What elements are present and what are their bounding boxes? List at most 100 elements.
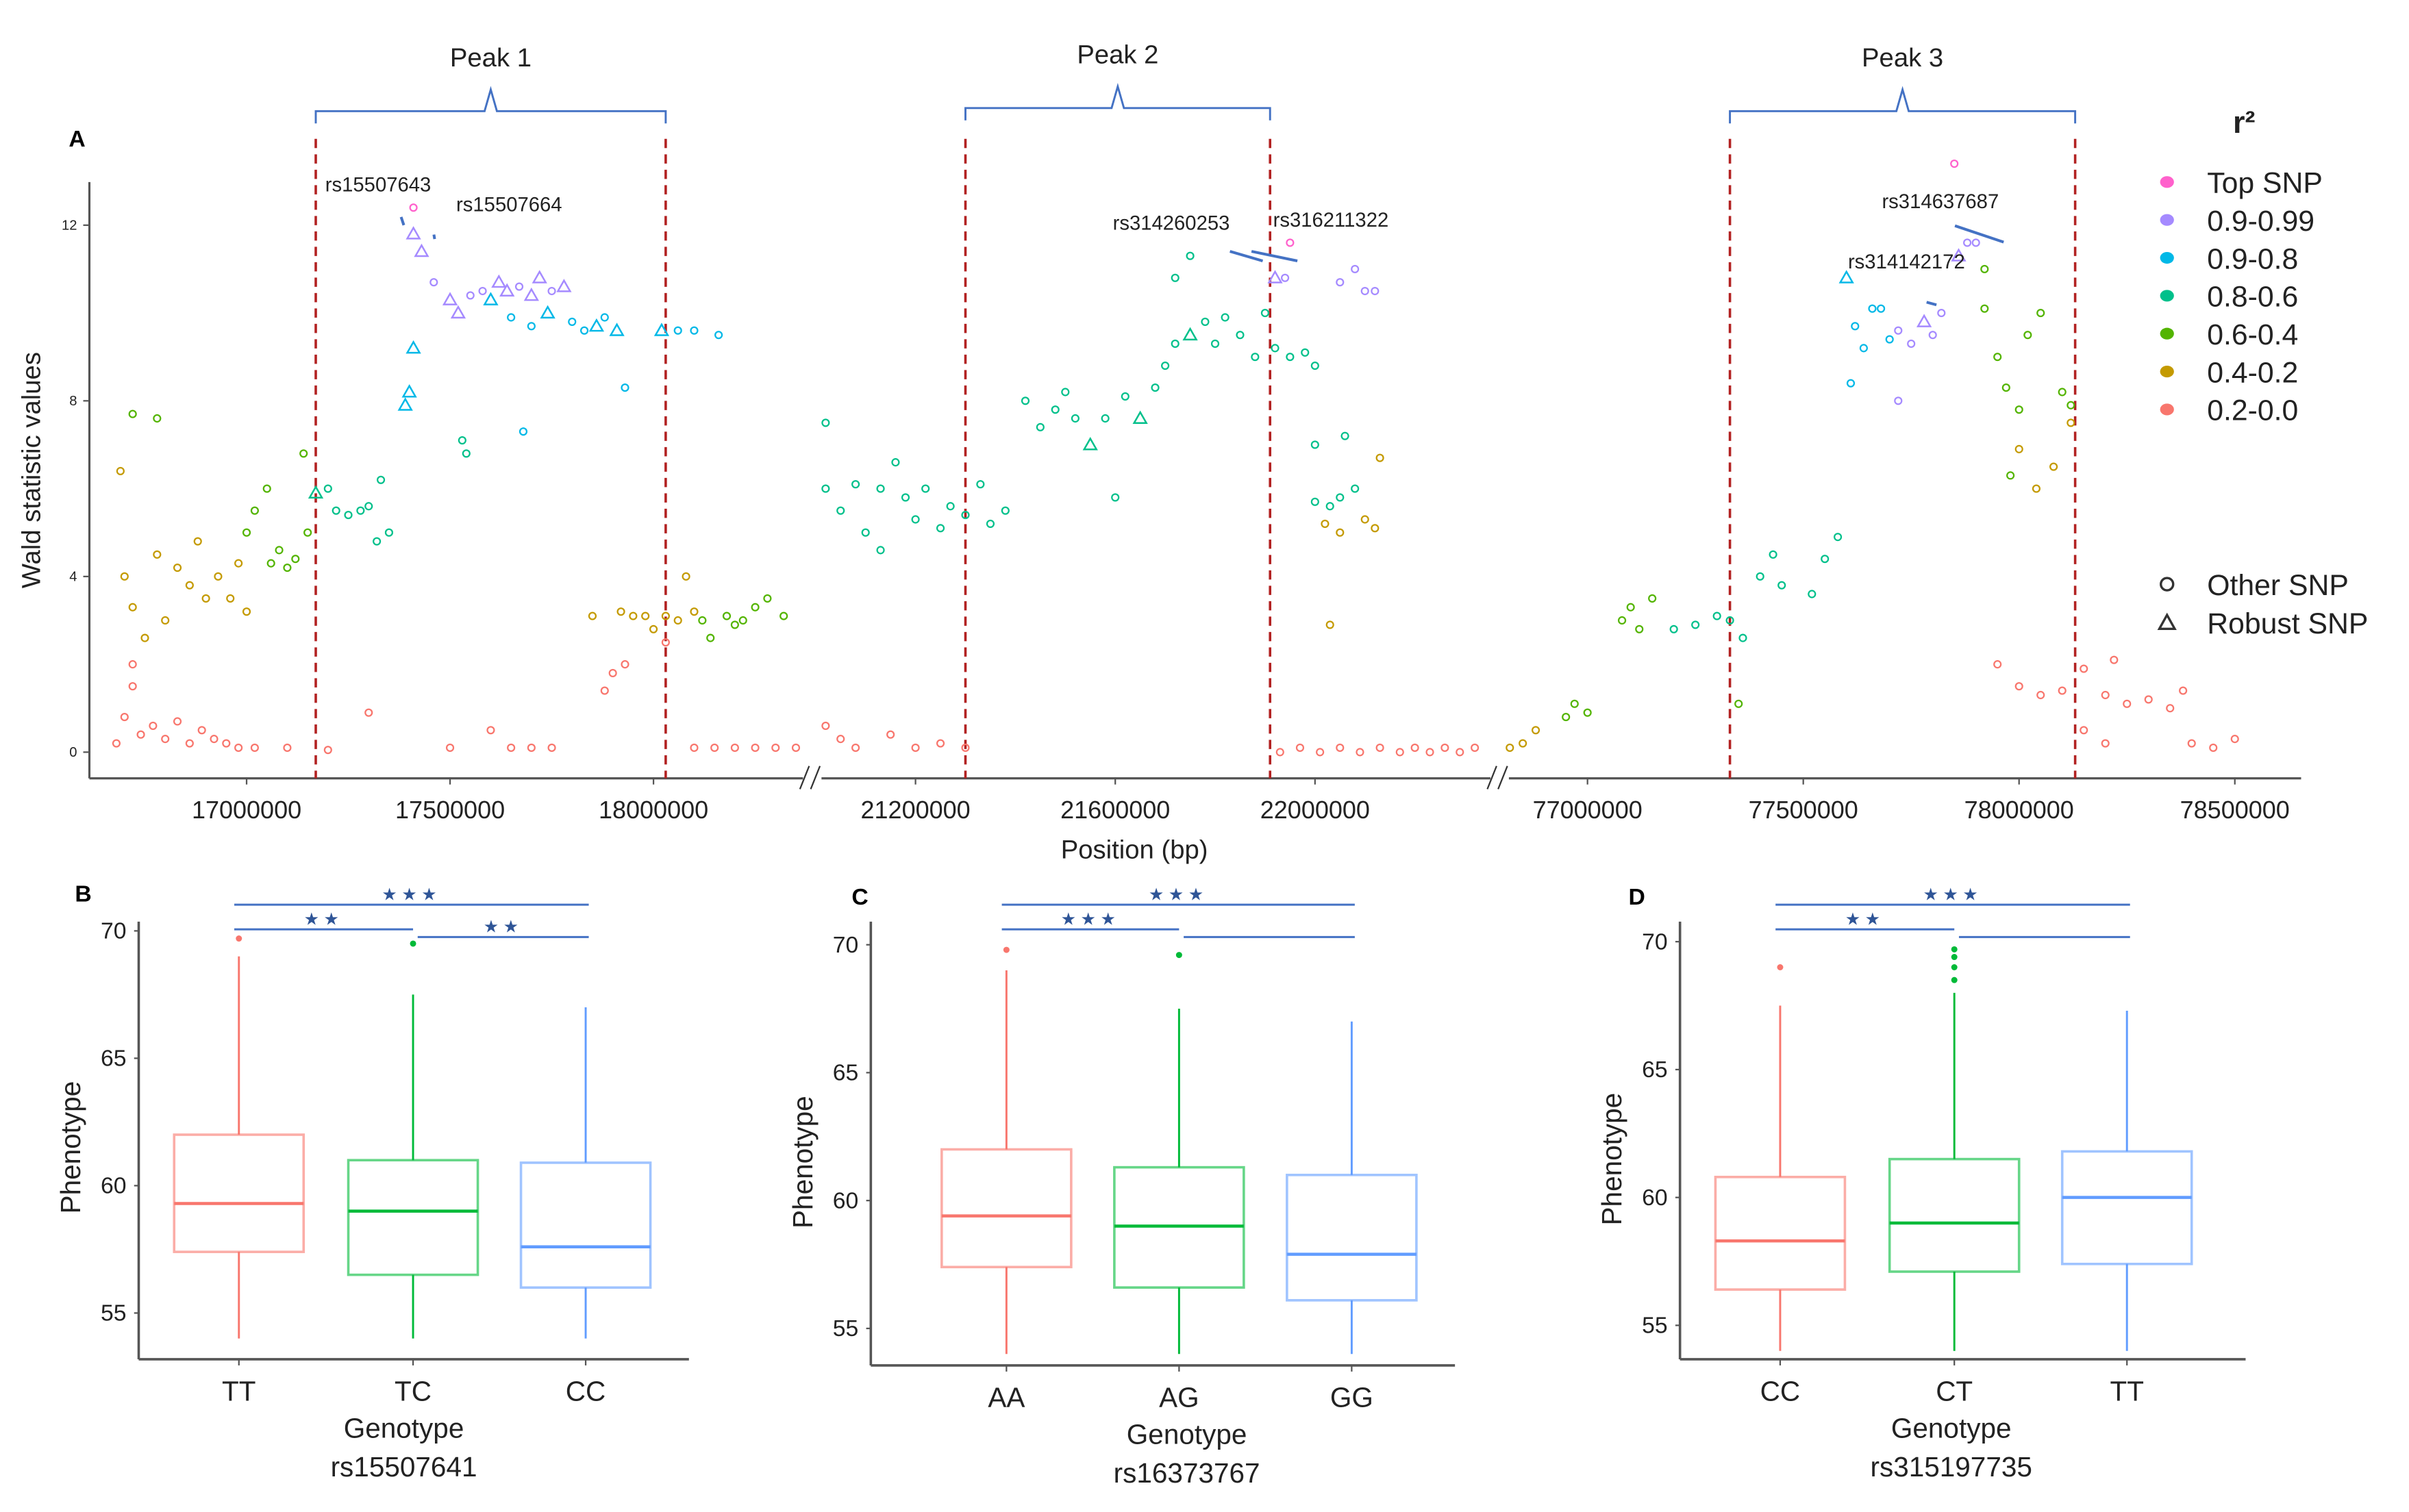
x-tick-label: 17000000 (192, 796, 301, 824)
snp-point (1894, 396, 1903, 405)
snp-point (1210, 339, 1220, 349)
x-tick-label: AA (988, 1382, 1025, 1413)
x-tick-label: TT (222, 1376, 255, 1407)
x-axis-title: Genotype (1891, 1413, 2012, 1444)
snp-point (1506, 743, 1514, 753)
robust-snp-point (1838, 270, 1854, 284)
snp-point (458, 436, 466, 445)
box-gg (1286, 1021, 1418, 1354)
annotation-arrow (399, 216, 405, 226)
snp-point (1617, 616, 1627, 625)
box-iqr (940, 1148, 1073, 1269)
snp-point (901, 493, 910, 502)
panel-d-boxplot: D 55 60 65 70 Phenotype CC CT TT Genotype rs315197… (1596, 884, 2246, 1483)
outlier-point (1951, 946, 1958, 953)
snp-point (299, 449, 308, 458)
snp-point (384, 528, 394, 537)
snp-point (242, 607, 251, 616)
snp-point (161, 735, 170, 744)
y-axis-title: Phenotype (787, 1096, 819, 1228)
snp-point (1271, 344, 1280, 353)
snp-point (1471, 743, 1480, 753)
snp-point (519, 427, 528, 436)
snp-point (661, 612, 670, 620)
snp-point (1186, 251, 1195, 260)
peak-bracket (1729, 86, 2077, 124)
snp-point (275, 546, 284, 555)
snp-point (2101, 739, 2110, 748)
snp-point (234, 743, 243, 753)
snp-point (608, 668, 617, 678)
snp-point (250, 506, 259, 515)
robust-snp-point (1916, 314, 1932, 327)
snp-point (1325, 620, 1334, 629)
snp-point (128, 603, 137, 612)
snp-point (2006, 471, 2015, 480)
legend-color-swatch (2160, 327, 2174, 340)
snp-point (2058, 388, 2067, 396)
snp-point (751, 603, 760, 612)
x-axis-title: Position (bp) (1061, 835, 1208, 865)
snp-point (2110, 655, 2119, 664)
snp-point (876, 484, 885, 493)
snp-annotation-label: rs314142172 (1848, 251, 1965, 273)
snp-point (1321, 519, 1330, 528)
outlier-point (410, 940, 416, 947)
snp-point (547, 743, 556, 753)
x-tick-label: 21600000 (1060, 796, 1170, 824)
snp-point (1340, 431, 1349, 440)
y-tick-label: 70 (1642, 929, 1668, 955)
snp-point (763, 594, 772, 603)
snp-annotation-label: rs316211322 (1273, 210, 1389, 231)
snp-point (1769, 550, 1777, 559)
outlier-point (1175, 952, 1182, 959)
outlier-point (1951, 954, 1958, 961)
significance-stars: ★★ (1845, 910, 1885, 929)
snp-point (621, 383, 629, 392)
snp-point (1907, 339, 1916, 349)
snp-point (1777, 581, 1786, 590)
snp-point (1051, 405, 1060, 414)
snp-point (649, 625, 658, 633)
axis-break-mark (1486, 766, 1497, 790)
legend-color-label: 0.8-0.6 (2207, 281, 2298, 314)
legend-triangle-icon (2157, 612, 2177, 631)
snp-point (1648, 594, 1657, 603)
snp-point (1071, 414, 1079, 423)
snp-point (283, 563, 292, 572)
snp-point (1325, 502, 1334, 511)
snp-point (376, 475, 386, 484)
snp-point (242, 528, 251, 537)
snp-point (1336, 528, 1345, 537)
snp-point (2014, 405, 2023, 414)
snp-point (2230, 735, 2239, 744)
snp-point (2067, 418, 2075, 427)
panel-c-boxplot: C 55 60 65 70 Phenotype AA AG GG Genotype rs163737… (787, 884, 1456, 1489)
snp-point (821, 721, 830, 730)
snp-point (1275, 748, 1284, 757)
snp-point (1980, 304, 1989, 313)
robust-snp-point (1082, 436, 1098, 451)
snp-point (1351, 264, 1360, 274)
snp-point (1336, 278, 1345, 287)
y-tick-label: 70 (101, 918, 127, 944)
snp-point (682, 572, 690, 581)
x-tick-label: CT (1936, 1376, 1973, 1407)
snp-point (1201, 317, 1210, 326)
legend-shape-label: Robust SNP (2207, 607, 2368, 640)
snp-point (1562, 712, 1571, 722)
snp-point (2036, 309, 2045, 318)
significance-stars: ★★★ (1061, 910, 1121, 929)
legend-shape-label: Other SNP (2207, 569, 2349, 602)
snp-point (2032, 484, 2040, 493)
robust-snp-point (609, 323, 625, 336)
snp-point (262, 484, 271, 493)
snp-point (1021, 396, 1030, 405)
snp-point (738, 616, 747, 625)
robust-snp-point (588, 318, 605, 332)
snp-point (690, 743, 699, 753)
legend-title: r² (2233, 105, 2256, 140)
snp-point (409, 203, 418, 212)
snp-point (2001, 383, 2010, 392)
snp-point (173, 563, 182, 572)
